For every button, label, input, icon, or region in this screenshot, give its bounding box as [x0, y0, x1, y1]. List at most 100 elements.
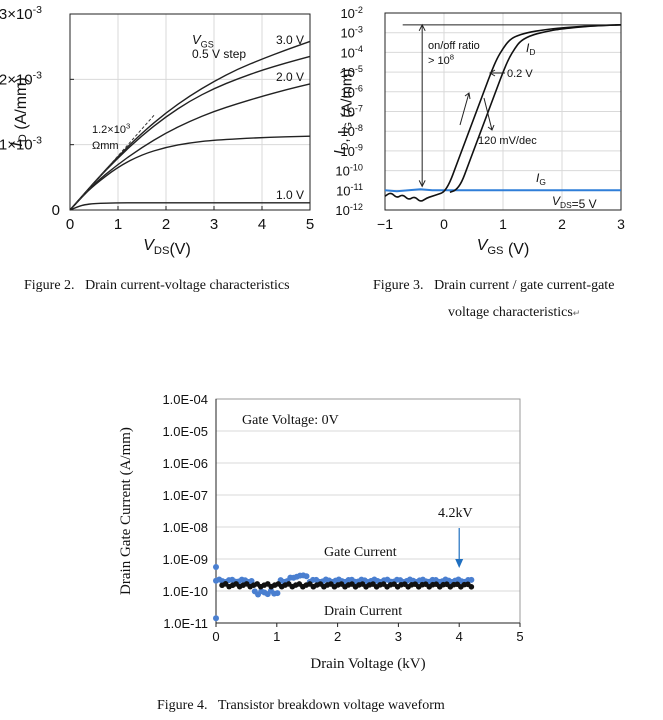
fig4-drain-point	[468, 584, 475, 590]
fig3-y-tick-label: 10-8	[340, 123, 363, 139]
figure-3-caption-line1: Drain current / gate current-gate	[434, 278, 615, 293]
fig4-y-tick-label: 1.0E-07	[162, 488, 208, 503]
fig3-x-tick-label: 2	[558, 216, 566, 232]
fig2-slope-line	[72, 114, 155, 208]
fig4-gate-voltage-label: Gate Voltage: 0V	[242, 413, 339, 428]
fig4-gate-current-label: Gate Current	[324, 545, 397, 560]
fig3-y-tick-label: 10-12	[335, 202, 363, 218]
fig3-y-tick-label: 10-3	[340, 25, 363, 41]
fig2-annotation-value: 1.2×103	[92, 122, 130, 136]
fig4-x-tick-label: 4	[456, 629, 463, 644]
fig4-y-tick-label: 1.0E-11	[163, 616, 208, 631]
fig3-x-tick-label: 1	[499, 216, 507, 232]
fig2-curve-label-1v: 1.0 V	[276, 188, 304, 202]
figure-4-caption: Figure 4. Transistor breakdown voltage w…	[157, 698, 445, 714]
fig4-gate-point	[468, 576, 475, 583]
fig2-y-axis-label: ID (A/mm)	[9, 77, 30, 146]
fig4-gate-point	[303, 573, 310, 580]
fig4-y-tick-label: 1.0E-09	[162, 552, 208, 567]
fig3-chart: −1 0 1 2 3 10-12 10-11 10-10 10-9 10-8 10-7 10-6 10-…	[331, 5, 625, 258]
fig2-x-tick-label: 0	[66, 216, 74, 233]
fig2-x-tick-label: 2	[162, 216, 170, 233]
fig3-y-tick-label: 10-2	[340, 5, 363, 21]
fig2-y-tick-label: 3×10-3	[0, 4, 42, 23]
fig2-x-tick-label: 5	[306, 216, 314, 233]
fig4-drain-current-label: Drain Current	[324, 604, 402, 619]
fig2-y-tick-label: 1×10-3	[0, 135, 42, 154]
figure-3-caption: Figure 3. Drain current / gate current-g…	[373, 278, 614, 294]
fig3-y-tick-label: 10-10	[335, 162, 363, 178]
fig4-gate-point	[213, 615, 219, 622]
fig3-onoff-label: on/off ratio	[428, 40, 480, 52]
fig2-y-tick-label: 2×10-3	[0, 69, 42, 88]
fig2-legend-step: 0.5 V step	[192, 47, 246, 61]
fig4-x-tick-label: 2	[334, 629, 341, 644]
fig3-plot-frame	[384, 12, 622, 211]
fig3-x-tick-label: 3	[617, 216, 625, 232]
fig4-y-tick-label: 1.0E-06	[162, 456, 208, 471]
fig3-step-arrow	[489, 69, 505, 77]
fig2-x-tick-label: 3	[210, 216, 218, 233]
figure-2: 0 1 2 3 4 5 0 1×10-3 2×10-3 3×10-3 VGS 0.5 V step 3.…	[0, 0, 330, 300]
fig4-y-tick-label: 1.0E-04	[162, 392, 208, 407]
fig4-y-axis-label: Drain Gate Current (A/mm)	[118, 427, 134, 595]
fig2-series-curve	[69, 83, 311, 211]
fig3-id-curve	[449, 24, 622, 194]
figure-2-caption-text: Drain current-voltage characteristics	[85, 278, 290, 293]
fig4-breakdown-arrowhead	[455, 559, 464, 568]
figure-4-caption-number: Figure 4.	[157, 698, 208, 713]
fig2-plot-frame	[69, 13, 311, 211]
fig2-x-tick-label: 4	[258, 216, 266, 233]
fig4-y-tick-label: 1.0E-05	[162, 424, 208, 439]
fig3-down-arrow	[483, 97, 495, 131]
fig4-gate-point	[274, 590, 281, 597]
fig3-x-tick-label: −1	[377, 216, 393, 232]
fig3-vds-step-label: 0.2 V	[507, 68, 533, 80]
fig3-ss-label: 120 mV/dec	[478, 135, 537, 147]
figure-2-caption: Figure 2. Drain current-voltage characte…	[24, 278, 290, 294]
fig3-y-tick-label: 10-5	[340, 64, 363, 80]
fig2-y-tick-label: 0	[52, 202, 60, 219]
fig2-legend-title: VGS	[192, 32, 214, 49]
fig3-id-curve	[384, 24, 622, 202]
figure-4: 0 1 2 3 4 5 1.0E-11 1.0E-10 1.0E-09 1.0E-08 1.0E-0…	[110, 385, 550, 685]
fig2-curve-label-2v: 2.0 V	[276, 70, 304, 84]
fig3-x-tick-label: 0	[440, 216, 448, 232]
fig3-y-tick-label: 10-4	[340, 44, 363, 60]
fig3-y-tick-label: 10-6	[340, 84, 363, 100]
fig3-onoff-arrowhead-bottom	[418, 180, 426, 188]
fig3-y-axis-label: ID, IG (A/mm)	[331, 69, 356, 155]
fig3-y-tick-label: 10-11	[336, 182, 363, 198]
fig2-annotation-unit: Ωmm	[92, 140, 119, 152]
fig4-x-tick-label: 1	[273, 629, 280, 644]
fig3-up-arrow	[459, 92, 471, 126]
fig3-ig-curve	[384, 188, 621, 193]
fig4-breakdown-label: 4.2kV	[438, 506, 473, 521]
fig3-vds-label: VDS=5 V	[552, 194, 597, 211]
fig2-series-curve	[69, 202, 310, 211]
fig4-gate-point	[213, 564, 219, 570]
fig2-curve-label-3v: 3.0 V	[276, 33, 304, 47]
figure-2-caption-number: Figure 2.	[24, 278, 75, 293]
figure-3-caption-cont: voltage characteristics↵	[448, 305, 581, 320]
fig3-y-tick-label: 10-7	[340, 103, 363, 119]
fig4-x-tick-label: 5	[516, 629, 523, 644]
fig4-y-tick-label: 1.0E-10	[162, 584, 208, 599]
fig4-x-axis-label: Drain Voltage (kV)	[310, 656, 425, 672]
fig4-y-tick-label: 1.0E-08	[162, 520, 208, 535]
fig3-y-tick-label: 10-9	[340, 143, 363, 159]
fig2-x-tick-label: 1	[114, 216, 122, 233]
figure-3: −1 0 1 2 3 10-12 10-11 10-10 10-9 10-8 10-7 10-6 10-…	[330, 0, 663, 300]
fig3-id-label: ID	[526, 41, 535, 57]
fig4-chart: 0 1 2 3 4 5 1.0E-11 1.0E-10 1.0E-09 1.0E-08 1.0E-0…	[118, 392, 524, 672]
fig3-onoff-ratio: > 108	[428, 53, 454, 67]
fig2-x-axis-label: VDS(V)	[143, 237, 191, 258]
figure-3-caption-number: Figure 3.	[373, 278, 424, 293]
figure-4-caption-text: Transistor breakdown voltage waveform	[217, 698, 445, 713]
figure-3-caption-line2: voltage characteristics	[448, 305, 573, 320]
fig4-x-tick-label: 3	[395, 629, 402, 644]
fig3-ig-label: IG	[536, 171, 546, 187]
fig3-x-axis-label: VGS (V)	[477, 237, 530, 258]
fig4-x-tick-label: 0	[212, 629, 219, 644]
